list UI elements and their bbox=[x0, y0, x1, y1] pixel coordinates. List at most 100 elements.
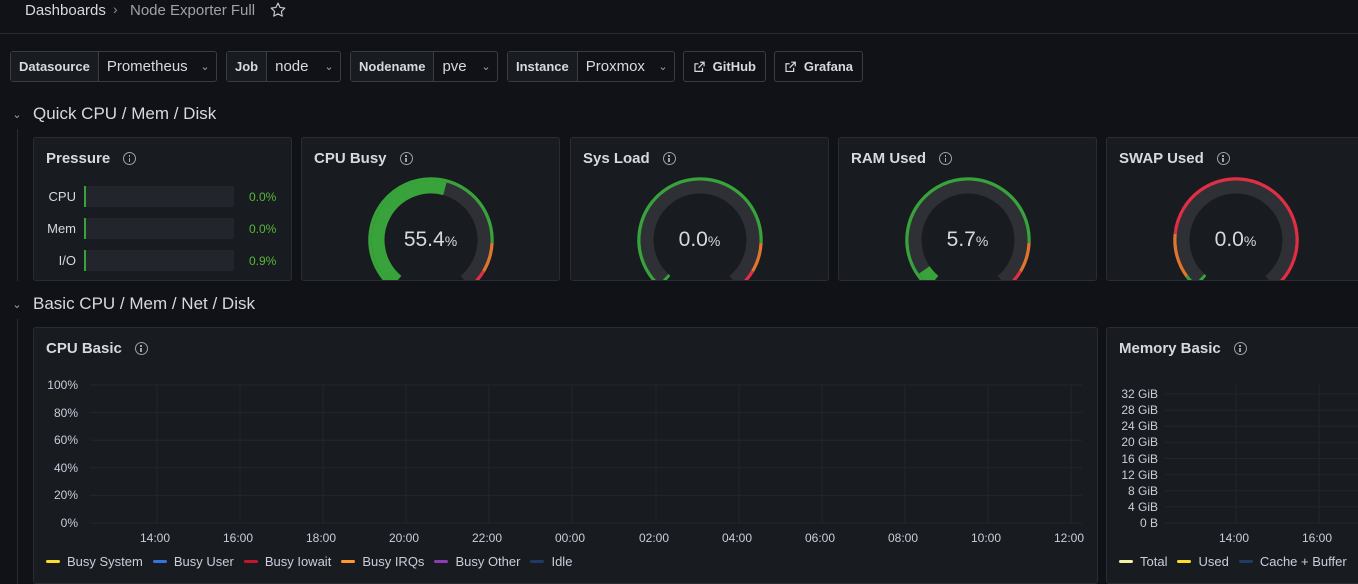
gauge-threshold-band bbox=[637, 177, 763, 280]
panel-title-text: CPU Busy bbox=[314, 150, 387, 167]
legend-swatch bbox=[1238, 560, 1253, 563]
variable-value: Proxmox bbox=[585, 58, 645, 75]
info-icon[interactable] bbox=[134, 342, 148, 355]
link-label: GitHub bbox=[712, 59, 756, 74]
panel-title: Sys Load bbox=[583, 150, 676, 167]
pressure-value: 0.0% bbox=[249, 221, 277, 236]
info-icon[interactable] bbox=[123, 152, 137, 165]
y-tick-label: 24 GiB bbox=[1121, 419, 1158, 434]
pressure-bar bbox=[84, 218, 234, 239]
github-link-button[interactable]: GitHub bbox=[683, 51, 766, 82]
info-icon[interactable] bbox=[662, 152, 676, 165]
info-icon[interactable] bbox=[1216, 152, 1230, 165]
y-tick-label: 100% bbox=[47, 378, 78, 392]
swap-used-panel: SWAP Used 0.0% bbox=[1106, 137, 1358, 281]
gauge-unit: % bbox=[1243, 233, 1257, 249]
pressure-name: I/O bbox=[58, 253, 76, 268]
info-icon[interactable] bbox=[939, 152, 953, 165]
legend-label: Idle bbox=[551, 554, 573, 569]
y-tick-label: 80% bbox=[53, 405, 78, 420]
info-icon[interactable] bbox=[399, 152, 413, 165]
gauge-value-arc bbox=[918, 266, 939, 280]
gauge-arc bbox=[1173, 177, 1299, 280]
star-icon[interactable] bbox=[269, 1, 287, 19]
gauge-arc bbox=[905, 177, 1031, 280]
grafana-link-button[interactable]: Grafana bbox=[774, 51, 863, 82]
gauge-threshold-band bbox=[1011, 270, 1022, 280]
external-link-icon bbox=[785, 61, 796, 72]
gauge-value-number: 0.0 bbox=[1214, 228, 1244, 251]
x-tick-label: 18:00 bbox=[306, 531, 337, 545]
panel-title: CPU Basic bbox=[46, 340, 148, 357]
legend-item[interactable]: Cache + Buffer bbox=[1238, 554, 1347, 569]
gauge-threshold-band bbox=[1173, 233, 1189, 278]
breadcrumb-current: Node Exporter Full bbox=[130, 2, 256, 19]
gauge-value-arc bbox=[371, 180, 447, 280]
legend-item[interactable]: Busy System bbox=[46, 554, 143, 569]
variable-datasource[interactable]: Datasource Prometheus ⌄ bbox=[10, 51, 217, 82]
legend-label: Used bbox=[1198, 554, 1229, 569]
variable-instance[interactable]: Instance Proxmox ⌄ bbox=[507, 51, 675, 82]
variable-nodename[interactable]: Nodename pve ⌄ bbox=[350, 51, 498, 82]
x-tick-label: 10:00 bbox=[971, 531, 1002, 545]
gauge-threshold-band bbox=[750, 242, 763, 273]
legend-item[interactable]: Used bbox=[1177, 554, 1229, 569]
external-link-icon bbox=[694, 61, 705, 72]
gauge-arc bbox=[637, 177, 763, 280]
legend-label: Cache + Buffer bbox=[1259, 554, 1347, 569]
row-header-basic[interactable]: ⌄ Basic CPU / Mem / Net / Disk bbox=[10, 294, 255, 314]
memory-basic-chart[interactable] bbox=[1107, 328, 1358, 584]
legend-item[interactable]: Busy IRQs bbox=[341, 554, 424, 569]
y-tick-label: 20% bbox=[53, 488, 78, 503]
legend-swatch bbox=[46, 560, 60, 563]
panel-title-text: SWAP Used bbox=[1119, 150, 1204, 167]
legend-item[interactable]: Busy User bbox=[152, 554, 234, 569]
memory-basic-panel: Memory Basic 32 GiB 28 GiB 24 GiB 20 GiB 16 … bbox=[1106, 327, 1358, 584]
gauge-value-arc bbox=[662, 273, 671, 280]
x-tick-label: 04:00 bbox=[722, 531, 753, 545]
ram-used-panel: RAM Used 5.7% bbox=[838, 137, 1097, 281]
panel-title: Pressure bbox=[46, 150, 137, 167]
legend-item[interactable]: Total bbox=[1119, 554, 1167, 569]
gauge-value: 55.4% bbox=[302, 228, 559, 252]
gauge-track bbox=[908, 180, 1028, 280]
info-icon[interactable] bbox=[1233, 342, 1247, 355]
gauge-unit: % bbox=[975, 233, 989, 249]
x-tick-label: 14:00 bbox=[1219, 531, 1250, 545]
gauge-value: 5.7% bbox=[839, 228, 1096, 252]
gauge-threshold-band bbox=[743, 270, 754, 280]
legend-swatch bbox=[152, 560, 167, 563]
chevron-down-icon: ⌄ bbox=[200, 61, 210, 73]
pressure-value: 0.9% bbox=[249, 253, 277, 268]
panel-title: CPU Busy bbox=[314, 150, 413, 167]
legend-swatch bbox=[434, 560, 449, 563]
breadcrumb-dashboards[interactable]: Dashboards bbox=[25, 2, 106, 19]
pressure-row-io: I/O 0.9% bbox=[44, 250, 276, 271]
cpu-basic-chart[interactable] bbox=[34, 328, 1098, 584]
legend-label: Total bbox=[1140, 554, 1168, 569]
x-tick-label: 08:00 bbox=[888, 531, 919, 545]
x-tick-label: 20:00 bbox=[389, 531, 420, 545]
x-tick-label: 00:00 bbox=[555, 531, 586, 545]
variable-label: Nodename bbox=[351, 52, 435, 81]
gauge-threshold-band bbox=[1018, 242, 1031, 273]
legend-label: Busy IRQs bbox=[362, 554, 425, 569]
panel-title-text: Memory Basic bbox=[1119, 340, 1221, 357]
legend-label: Busy Iowait bbox=[264, 554, 332, 569]
legend-item[interactable]: Idle bbox=[530, 554, 572, 569]
pressure-panel: Pressure CPU 0.0% Mem 0.0% I/O 0.9% bbox=[33, 137, 292, 281]
legend-swatch bbox=[530, 560, 545, 563]
gauge-track bbox=[1176, 180, 1296, 280]
legend-item[interactable]: Busy Other bbox=[434, 554, 520, 569]
gauge-value: 0.0% bbox=[1107, 228, 1358, 252]
variable-label: Instance bbox=[508, 52, 578, 81]
panel-title: SWAP Used bbox=[1119, 150, 1230, 167]
variable-label: Job bbox=[227, 52, 268, 81]
y-tick-label: 0 B bbox=[1139, 516, 1158, 530]
row-header-quick[interactable]: ⌄ Quick CPU / Mem / Disk bbox=[10, 104, 216, 124]
legend-item[interactable]: Busy Iowait bbox=[243, 554, 332, 569]
x-tick-label: 14:00 bbox=[140, 531, 171, 545]
gauge-unit: % bbox=[444, 233, 458, 249]
variable-job[interactable]: Job node ⌄ bbox=[226, 51, 341, 82]
row-title: Basic CPU / Mem / Net / Disk bbox=[33, 294, 255, 313]
